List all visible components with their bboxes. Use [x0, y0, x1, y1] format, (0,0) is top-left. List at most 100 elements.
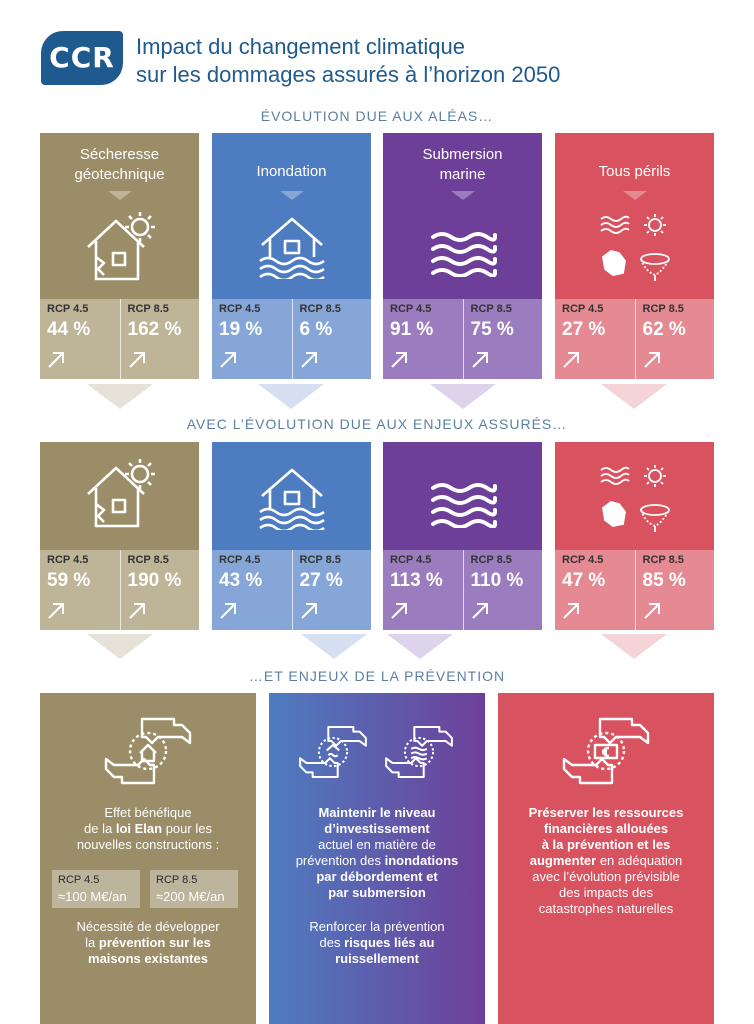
- text-fragment-bold: ruissellement: [335, 951, 419, 966]
- rcp-value: 19 %: [219, 319, 263, 340]
- card-title-line: marine: [439, 166, 486, 183]
- rcp85-cell: RCP 8.5 27 %: [291, 550, 371, 630]
- elan-rcp45-pill: RCP 4.5 ≈100 M€/an: [52, 870, 140, 908]
- section-title-prevention: …ET ENJEUX DE LA PRÉVENTION: [248, 668, 506, 684]
- rcp-value: 190 %: [127, 570, 182, 591]
- down-arrow-icon: [258, 384, 324, 409]
- text-fragment-bold: Préserver les ressources: [528, 805, 684, 820]
- rcp-value: ≈100 M€/an: [58, 889, 127, 904]
- card-inondation: Inondation RCP 4.5 19 % RCP 8.5 6 %: [212, 133, 371, 379]
- card-title: Tous périls: [555, 162, 714, 182]
- rcp-value: 59 %: [47, 570, 91, 591]
- rcp85-cell: RCP 8.5 6 %: [291, 299, 371, 379]
- rcp45-cell: RCP 4.5 113 %: [383, 550, 463, 630]
- rcp-label: RCP 4.5: [562, 554, 604, 566]
- text-fragment-bold: maisons existantes: [88, 951, 208, 966]
- card-inondation-enjeux: RCP 4.5 43 % RCP 8.5 27 %: [212, 442, 371, 630]
- rcp-value: 6 %: [299, 319, 333, 340]
- text-fragment: prévention des: [295, 853, 385, 868]
- card-title: Submersion marine: [383, 145, 542, 185]
- text-line: augmenter en adéquation: [516, 853, 696, 869]
- rcp-value: 85 %: [642, 570, 686, 591]
- arrow-up-right-icon: [300, 603, 317, 619]
- rcp-value: 44 %: [47, 319, 91, 340]
- elan-need-text: Nécessité de développer la prévention su…: [58, 919, 238, 967]
- arrow-up-right-icon: [128, 352, 145, 368]
- card-submersion: Submersion marine RCP 4.5 91 % RCP 8.5 7…: [383, 133, 542, 379]
- arrow-up-right-icon: [391, 603, 407, 619]
- rcp45-cell: RCP 4.5 59 %: [40, 550, 120, 630]
- text-fragment-bold: prévention sur les: [98, 935, 211, 950]
- arrow-up-right-icon: [391, 352, 407, 368]
- rcp45-cell: RCP 4.5 91 %: [383, 299, 463, 379]
- elan-text: Effet bénéfique de la loi Elan pour les …: [58, 805, 238, 853]
- arrow-up-right-icon: [471, 352, 488, 368]
- rcp85-cell: RCP 8.5 162 %: [119, 299, 199, 379]
- rcp85-cell: RCP 8.5 75 %: [462, 299, 542, 379]
- card-title-line: géotechnique: [74, 166, 165, 183]
- text-fragment: de la: [84, 821, 116, 836]
- text-fragment-bold: loi Elan: [115, 821, 163, 836]
- text-fragment: la: [85, 935, 99, 950]
- text-fragment-bold: Maintenir le niveau: [318, 805, 436, 820]
- text-line: catastrophes naturelles: [538, 901, 674, 916]
- ccr-logo: CCR: [41, 31, 123, 85]
- hands-flood-cycle-icon: [297, 723, 369, 786]
- rcp-label: RCP 4.5: [390, 554, 432, 566]
- rcp45-cell: RCP 4.5 19 %: [212, 299, 292, 379]
- rcp-value: 113 %: [390, 570, 443, 591]
- card-title: Inondation: [212, 162, 371, 182]
- card-submersion-enjeux: RCP 4.5 113 % RCP 8.5 110 %: [383, 442, 542, 630]
- rcp-value: ≈200 M€/an: [156, 889, 225, 904]
- down-arrow-icon: [601, 384, 667, 409]
- prevention-box-finance: Préserver les ressources financières all…: [498, 693, 714, 1024]
- all-perils-icon: [599, 213, 671, 283]
- rcp-label: RCP 8.5: [642, 303, 684, 315]
- rcp-label: RCP 8.5: [156, 874, 198, 886]
- house-sun-crack-icon: [82, 209, 158, 281]
- rcp-label: RCP 4.5: [219, 554, 261, 566]
- pointer-triangle: [623, 191, 647, 200]
- arrow-up-right-icon: [48, 603, 64, 619]
- text-line: prévention des inondations: [287, 853, 467, 869]
- runoff-text: Renforcer la prévention des risques liés…: [287, 919, 467, 967]
- rcp-label: RCP 4.5: [58, 874, 100, 886]
- pointer-triangle: [280, 191, 304, 200]
- down-arrow-icon: [87, 634, 153, 659]
- arrow-up-right-icon: [563, 603, 579, 619]
- hands-waves-cycle-icon: [383, 723, 455, 786]
- text-fragment: des: [319, 935, 345, 950]
- prevention-box-elan: Effet bénéfique de la loi Elan pour les …: [40, 693, 256, 1024]
- card-secheresse: Sécheresse géotechnique RCP 4.5 44 % RCP…: [40, 133, 199, 379]
- text-fragment: en adéquation: [596, 853, 683, 868]
- text-fragment-bold: augmenter: [529, 853, 597, 868]
- text-fragment-bold: par submersion: [328, 885, 426, 900]
- hands-house-cycle-icon: [102, 715, 194, 792]
- rcp-label: RCP 8.5: [470, 303, 512, 315]
- title-line-2: sur les dommages assurés à l’horizon 205…: [136, 62, 561, 87]
- text-fragment: pour les: [162, 821, 212, 836]
- text-fragment-bold: risques liés au: [344, 935, 435, 950]
- card-title-line: Inondation: [256, 163, 327, 180]
- down-arrow-icon: [301, 634, 367, 659]
- rcp-value: 75 %: [470, 319, 514, 340]
- rcp45-cell: RCP 4.5 47 %: [555, 550, 635, 630]
- card-title-line: Tous périls: [598, 163, 671, 180]
- arrow-up-right-icon: [220, 352, 236, 368]
- rcp-value: 110 %: [470, 570, 524, 591]
- rcp85-cell: RCP 8.5 190 %: [119, 550, 199, 630]
- text-line: de la loi Elan pour les: [58, 821, 238, 837]
- page-title: Impact du changement climatique sur les …: [136, 33, 696, 89]
- arrow-up-right-icon: [220, 603, 236, 619]
- section-title-hazards: ÉVOLUTION DUE AUX ALÉAS…: [260, 108, 494, 124]
- text-line: des impacts des: [559, 885, 653, 900]
- arrow-up-right-icon: [643, 352, 660, 368]
- rcp-label: RCP 8.5: [470, 554, 512, 566]
- rcp-value: 47 %: [562, 570, 606, 591]
- rcp45-cell: RCP 4.5 43 %: [212, 550, 292, 630]
- pointer-triangle: [108, 191, 132, 200]
- arrow-up-right-icon: [128, 603, 145, 619]
- rcp-value: 43 %: [219, 570, 263, 591]
- arrow-up-right-icon: [300, 352, 317, 368]
- rcp-label: RCP 8.5: [642, 554, 684, 566]
